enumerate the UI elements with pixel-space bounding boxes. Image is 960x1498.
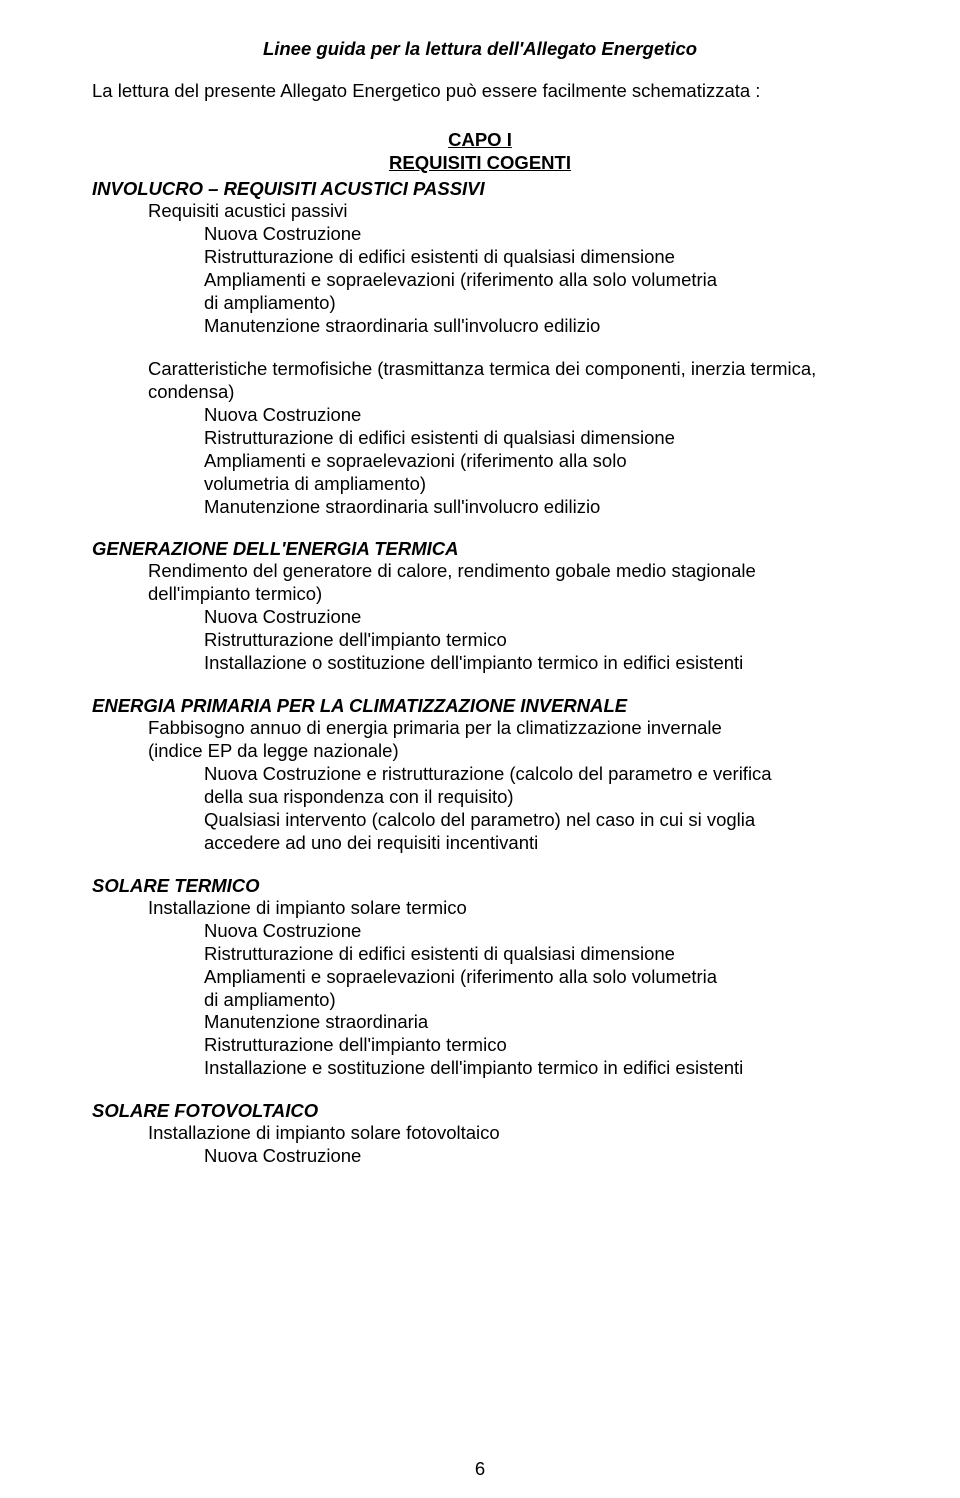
- sec5-item-0: Nuova Costruzione: [92, 1145, 868, 1168]
- sec-generazione-header: GENERAZIONE DELL'ENERGIA TERMICA: [92, 538, 868, 560]
- sec4-item-6: Installazione e sostituzione dell'impian…: [92, 1057, 868, 1080]
- sec1-item-b0: Nuova Costruzione: [92, 404, 868, 427]
- sec-energia-primaria-header: ENERGIA PRIMARIA PER LA CLIMATIZZAZIONE …: [92, 695, 868, 717]
- sec3-sub-line1: Fabbisogno annuo di energia primaria per…: [92, 717, 868, 740]
- sec2-item-1: Ristrutturazione dell'impianto termico: [92, 629, 868, 652]
- sec3-item-0: Nuova Costruzione e ristrutturazione (ca…: [92, 763, 868, 786]
- sec2-sub-line1: Rendimento del generatore di calore, ren…: [92, 560, 868, 583]
- sec1-item-b2: Ampliamenti e sopraelevazioni (riferimen…: [92, 450, 868, 473]
- capo-line2: REQUISITI COGENTI: [389, 152, 571, 173]
- sec1-item-a4: Manutenzione straordinaria sull'involucr…: [92, 315, 868, 338]
- sec1-sub-b-line2: condensa): [92, 381, 868, 404]
- spacer: [92, 338, 868, 358]
- sec3-item-3: accedere ad uno dei requisiti incentivan…: [92, 832, 868, 855]
- sec1-item-a1: Ristrutturazione di edifici esistenti di…: [92, 246, 868, 269]
- sec4-item-5: Ristrutturazione dell'impianto termico: [92, 1034, 868, 1057]
- sec1-item-b3: volumetria di ampliamento): [92, 473, 868, 496]
- intro-paragraph: La lettura del presente Allegato Energet…: [92, 80, 868, 102]
- sec4-item-0: Nuova Costruzione: [92, 920, 868, 943]
- sec4-item-3: di ampliamento): [92, 989, 868, 1012]
- sec3-item-2: Qualsiasi intervento (calcolo del parame…: [92, 809, 868, 832]
- sec-solare-fotovoltaico-header: SOLARE FOTOVOLTAICO: [92, 1100, 868, 1122]
- sec-solare-termico-header: SOLARE TERMICO: [92, 875, 868, 897]
- sec4-item-2: Ampliamenti e sopraelevazioni (riferimen…: [92, 966, 868, 989]
- sec4-sub: Installazione di impianto solare termico: [92, 897, 868, 920]
- capo-heading: CAPO I REQUISITI COGENTI: [92, 128, 868, 174]
- sec-involucro-header: INVOLUCRO – REQUISITI ACUSTICI PASSIVI: [92, 178, 868, 200]
- sec2-item-0: Nuova Costruzione: [92, 606, 868, 629]
- page-number: 6: [0, 1458, 960, 1480]
- sec1-item-b4: Manutenzione straordinaria sull'involucr…: [92, 496, 868, 519]
- capo-line1: CAPO I: [448, 129, 512, 150]
- sec2-item-2: Installazione o sostituzione dell'impian…: [92, 652, 868, 675]
- sec1-item-a3: di ampliamento): [92, 292, 868, 315]
- sec1-item-b1: Ristrutturazione di edifici esistenti di…: [92, 427, 868, 450]
- sec1-item-a0: Nuova Costruzione: [92, 223, 868, 246]
- sec3-sub-line2: (indice EP da legge nazionale): [92, 740, 868, 763]
- sec3-item-1: della sua rispondenza con il requisito): [92, 786, 868, 809]
- page-title: Linee guida per la lettura dell'Allegato…: [92, 38, 868, 60]
- sec2-sub-line2: dell'impianto termico): [92, 583, 868, 606]
- page-container: Linee guida per la lettura dell'Allegato…: [0, 0, 960, 1498]
- sec1-item-a2: Ampliamenti e sopraelevazioni (riferimen…: [92, 269, 868, 292]
- sec4-item-4: Manutenzione straordinaria: [92, 1011, 868, 1034]
- sec1-sub-a: Requisiti acustici passivi: [92, 200, 868, 223]
- sec5-sub: Installazione di impianto solare fotovol…: [92, 1122, 868, 1145]
- sec1-sub-b-line1: Caratteristiche termofisiche (trasmittan…: [92, 358, 868, 381]
- sec4-item-1: Ristrutturazione di edifici esistenti di…: [92, 943, 868, 966]
